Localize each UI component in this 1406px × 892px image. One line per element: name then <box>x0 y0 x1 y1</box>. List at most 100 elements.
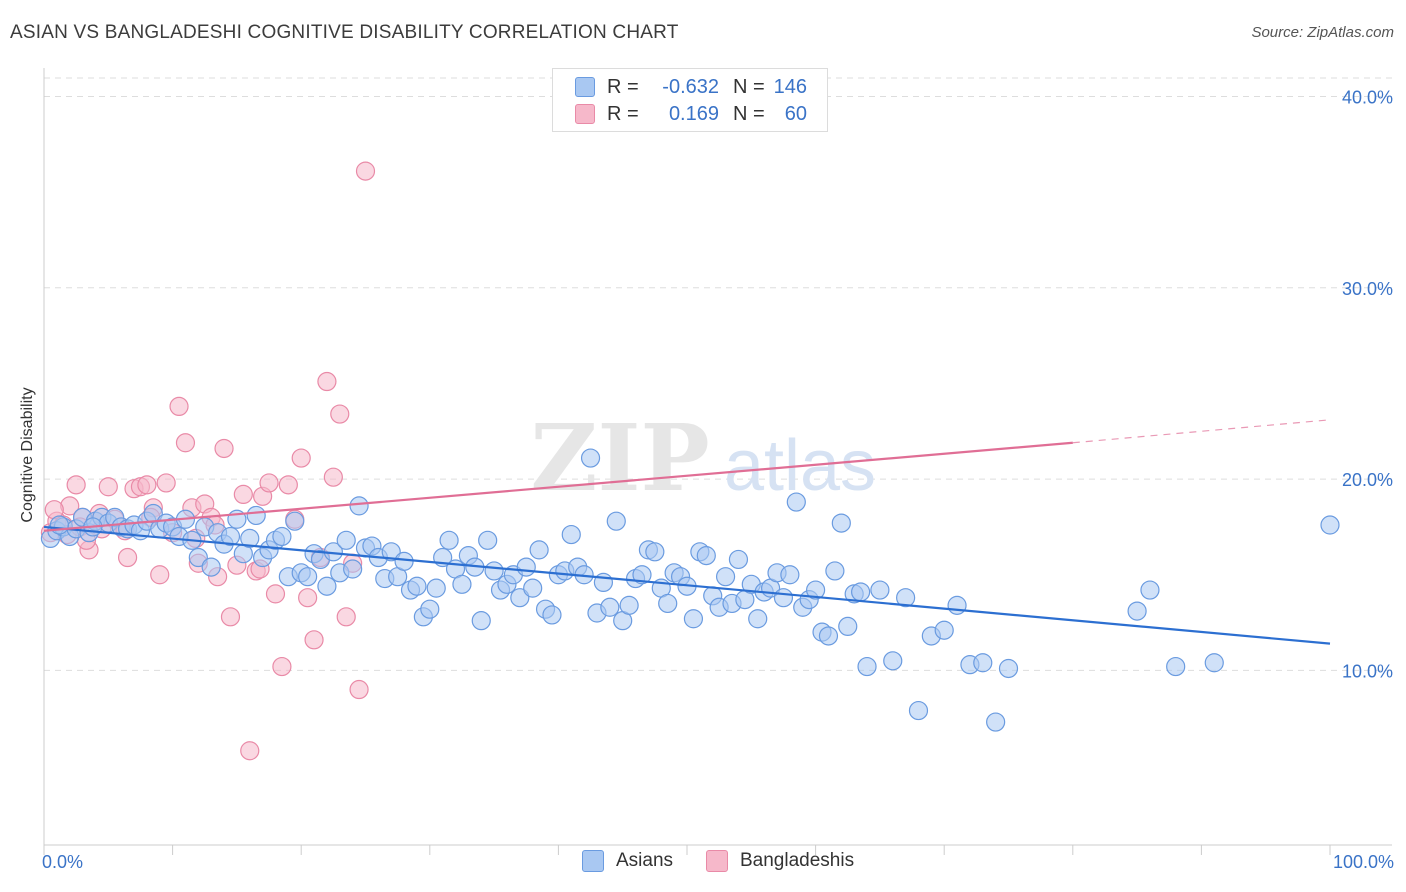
asian-swatch <box>575 77 595 97</box>
legend-row-asians: R = -0.632 N = 146 <box>575 74 807 100</box>
asians-point-122 <box>825 561 845 581</box>
watermark: ZIP atlas <box>530 404 876 512</box>
asians-point-47 <box>343 559 363 579</box>
asians-point-23 <box>188 547 208 568</box>
asians-point-105 <box>715 567 736 587</box>
bangladeshis-point-27 <box>214 438 234 459</box>
r-value: -0.632 <box>662 75 719 98</box>
bangladeshis-point-34 <box>259 473 279 493</box>
x-tick-label-min: 0.0% <box>42 852 84 872</box>
asians-point-115 <box>780 565 800 585</box>
asians-point-144 <box>49 515 70 535</box>
asians-point-67 <box>471 611 491 631</box>
legend-item-asians[interactable]: Asians <box>582 850 673 872</box>
y-tick-label-40: 40.0% <box>1342 88 1393 108</box>
asian-swatch <box>582 850 604 872</box>
bangladeshis-point-4 <box>66 475 86 495</box>
trend-lines <box>43 419 1331 645</box>
asians-point-143 <box>851 582 871 602</box>
n-label: N = <box>733 102 765 125</box>
asians-point-130 <box>908 700 929 721</box>
bangladeshis-point-40 <box>298 588 318 608</box>
asians-point-133 <box>947 595 967 615</box>
asians-point-90 <box>619 595 639 615</box>
asians-point-141 <box>1204 653 1224 673</box>
asians-trend-line <box>43 525 1331 645</box>
asians-point-68 <box>478 530 498 550</box>
bangladeshis-point-48 <box>349 679 369 700</box>
asians-point-25 <box>201 557 221 577</box>
r-label: R = <box>607 102 639 125</box>
asians-point-136 <box>986 712 1006 732</box>
legend-label-bangladeshis: Bangladeshis <box>740 850 855 871</box>
asians-point-78 <box>542 605 562 625</box>
y-tick-label-30: 30.0% <box>1342 279 1393 299</box>
watermark-zip: ZIP <box>530 404 709 512</box>
asians-point-140 <box>1166 656 1186 677</box>
bangladeshis-point-28 <box>220 607 241 627</box>
asians-point-55 <box>394 551 414 571</box>
asians-point-132 <box>934 620 954 640</box>
asians-point-135 <box>973 653 993 673</box>
asians-point-62 <box>439 530 459 550</box>
source-label: Source: ZipAtlas.com <box>1251 24 1394 41</box>
x-tick-label-max: 100.0% <box>1332 852 1394 872</box>
asians-point-119 <box>805 580 826 600</box>
asians-point-127 <box>870 580 890 600</box>
asians-point-74 <box>516 557 536 577</box>
asians-point-94 <box>645 542 665 562</box>
legend-row-bangladeshis: R = 0.169 N = 60 <box>575 101 807 127</box>
r-label: R = <box>607 75 639 98</box>
n-value: 60 <box>784 102 807 125</box>
n-label: N = <box>733 75 765 98</box>
bangladeshis-point-39 <box>291 448 311 468</box>
asians-point-60 <box>426 578 446 598</box>
bangladeshis-point-15 <box>137 475 157 495</box>
legend-label-asians: Asians <box>616 850 674 871</box>
bangladeshis-point-12 <box>117 547 138 568</box>
y-tick-labels: 10.0% 20.0% 30.0% 40.0% <box>1342 88 1393 682</box>
asians-point-137 <box>998 658 1019 679</box>
y-tick-label-10: 10.0% <box>1342 661 1393 681</box>
asians-point-100 <box>683 609 704 629</box>
bangladeshis-point-43 <box>317 371 337 392</box>
asians-point-138 <box>1140 580 1160 600</box>
asians-point-124 <box>838 616 858 637</box>
asians-point-76 <box>529 540 549 560</box>
bangladeshis-point-20 <box>169 396 189 417</box>
asians-point-129 <box>896 588 916 608</box>
n-value: 146 <box>773 75 807 98</box>
bangladeshis-point-44 <box>323 467 343 487</box>
asians-point-116 <box>786 492 806 512</box>
bangladeshis-point-30 <box>233 484 253 505</box>
asians-point-38 <box>285 511 305 531</box>
asians-point-59 <box>420 599 440 619</box>
r-value: 0.169 <box>668 102 719 125</box>
bangladeshis-point-9 <box>98 477 118 497</box>
asians-point-96 <box>658 593 678 614</box>
bangladeshis-point-46 <box>336 607 356 627</box>
bangladeshis-point-21 <box>175 433 196 453</box>
bangladeshis-point-17 <box>150 565 170 585</box>
axes <box>43 68 1392 855</box>
series-legend: Asians Bangladeshis <box>0 850 1406 878</box>
bangladeshis-trend-extension <box>1072 419 1331 444</box>
asians-point-57 <box>407 576 427 596</box>
asians-point-87 <box>600 597 620 617</box>
asians-point-36 <box>272 526 292 547</box>
asians-point-64 <box>452 574 472 594</box>
bangladeshis-point-35 <box>265 584 286 604</box>
asians-point-32 <box>246 505 266 526</box>
asians-point-142 <box>1320 515 1340 535</box>
asians-point-92 <box>632 565 652 585</box>
legend-item-bangladeshis[interactable]: Bangladeshis <box>706 850 854 872</box>
asians-point-88 <box>606 511 626 531</box>
bangladeshis-point-37 <box>278 475 298 495</box>
asians-point-81 <box>561 524 581 545</box>
chart-title: ASIAN VS BANGLADESHI COGNITIVE DISABILIT… <box>10 22 679 43</box>
asians-point-43 <box>317 576 337 596</box>
asians-point-31 <box>240 528 260 549</box>
bangladeshis-point-41 <box>304 630 324 650</box>
bangladeshis-point-36 <box>272 656 292 677</box>
